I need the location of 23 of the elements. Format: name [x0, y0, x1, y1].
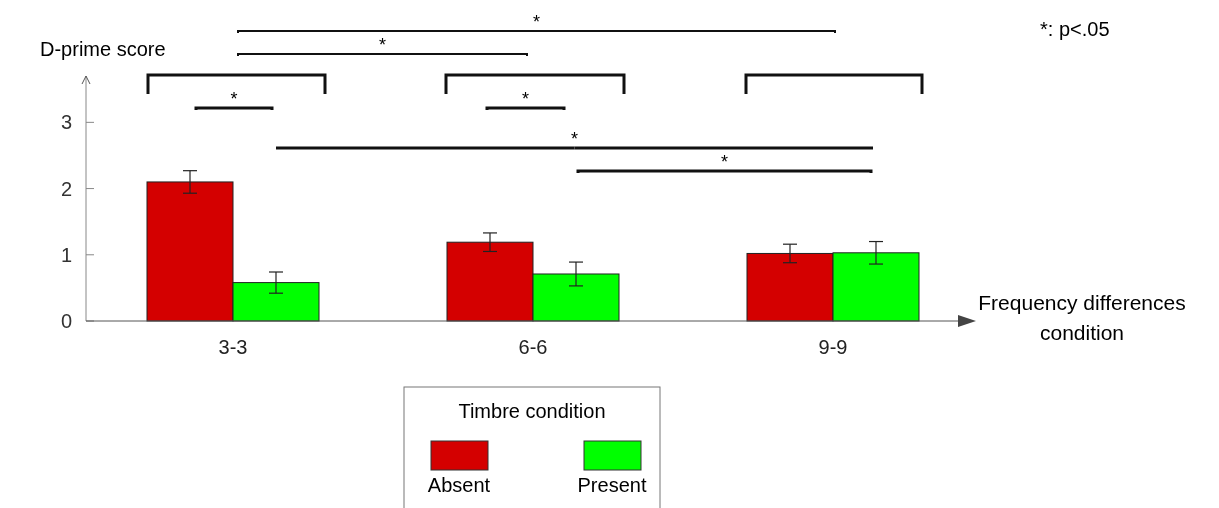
- significance-bracket: *: [194, 89, 274, 111]
- x-tick-label: 3-3: [218, 336, 248, 358]
- x-tick-label: 9-9: [818, 336, 848, 358]
- x-tick-label: 6-6: [518, 336, 548, 358]
- significance-bracket: *: [576, 152, 873, 174]
- significance-bracket: *: [276, 129, 873, 150]
- y-tick-label: 1: [60, 243, 72, 266]
- y-axis-title: D-prime score: [40, 38, 166, 60]
- y-tick-label: 2: [60, 177, 72, 200]
- annotation: *: [570, 129, 579, 149]
- significance-bracket: *: [237, 35, 528, 57]
- annotation: *: [521, 89, 530, 109]
- annotation: *: [720, 152, 729, 172]
- annotation: *: [230, 89, 238, 109]
- y-tick-label: 0: [60, 310, 72, 332]
- legend-label: Present: [577, 474, 647, 496]
- legend-title: Timbre condition: [458, 400, 606, 422]
- significance-bracket: *: [237, 12, 836, 34]
- y-tick-label: 3: [60, 111, 72, 134]
- significance-bracket: *: [485, 89, 566, 111]
- legend-label: Absent: [427, 474, 491, 496]
- text: *: p<.05: [1040, 18, 1110, 40]
- x-axis-title: Frequency differences condition: [978, 291, 1186, 344]
